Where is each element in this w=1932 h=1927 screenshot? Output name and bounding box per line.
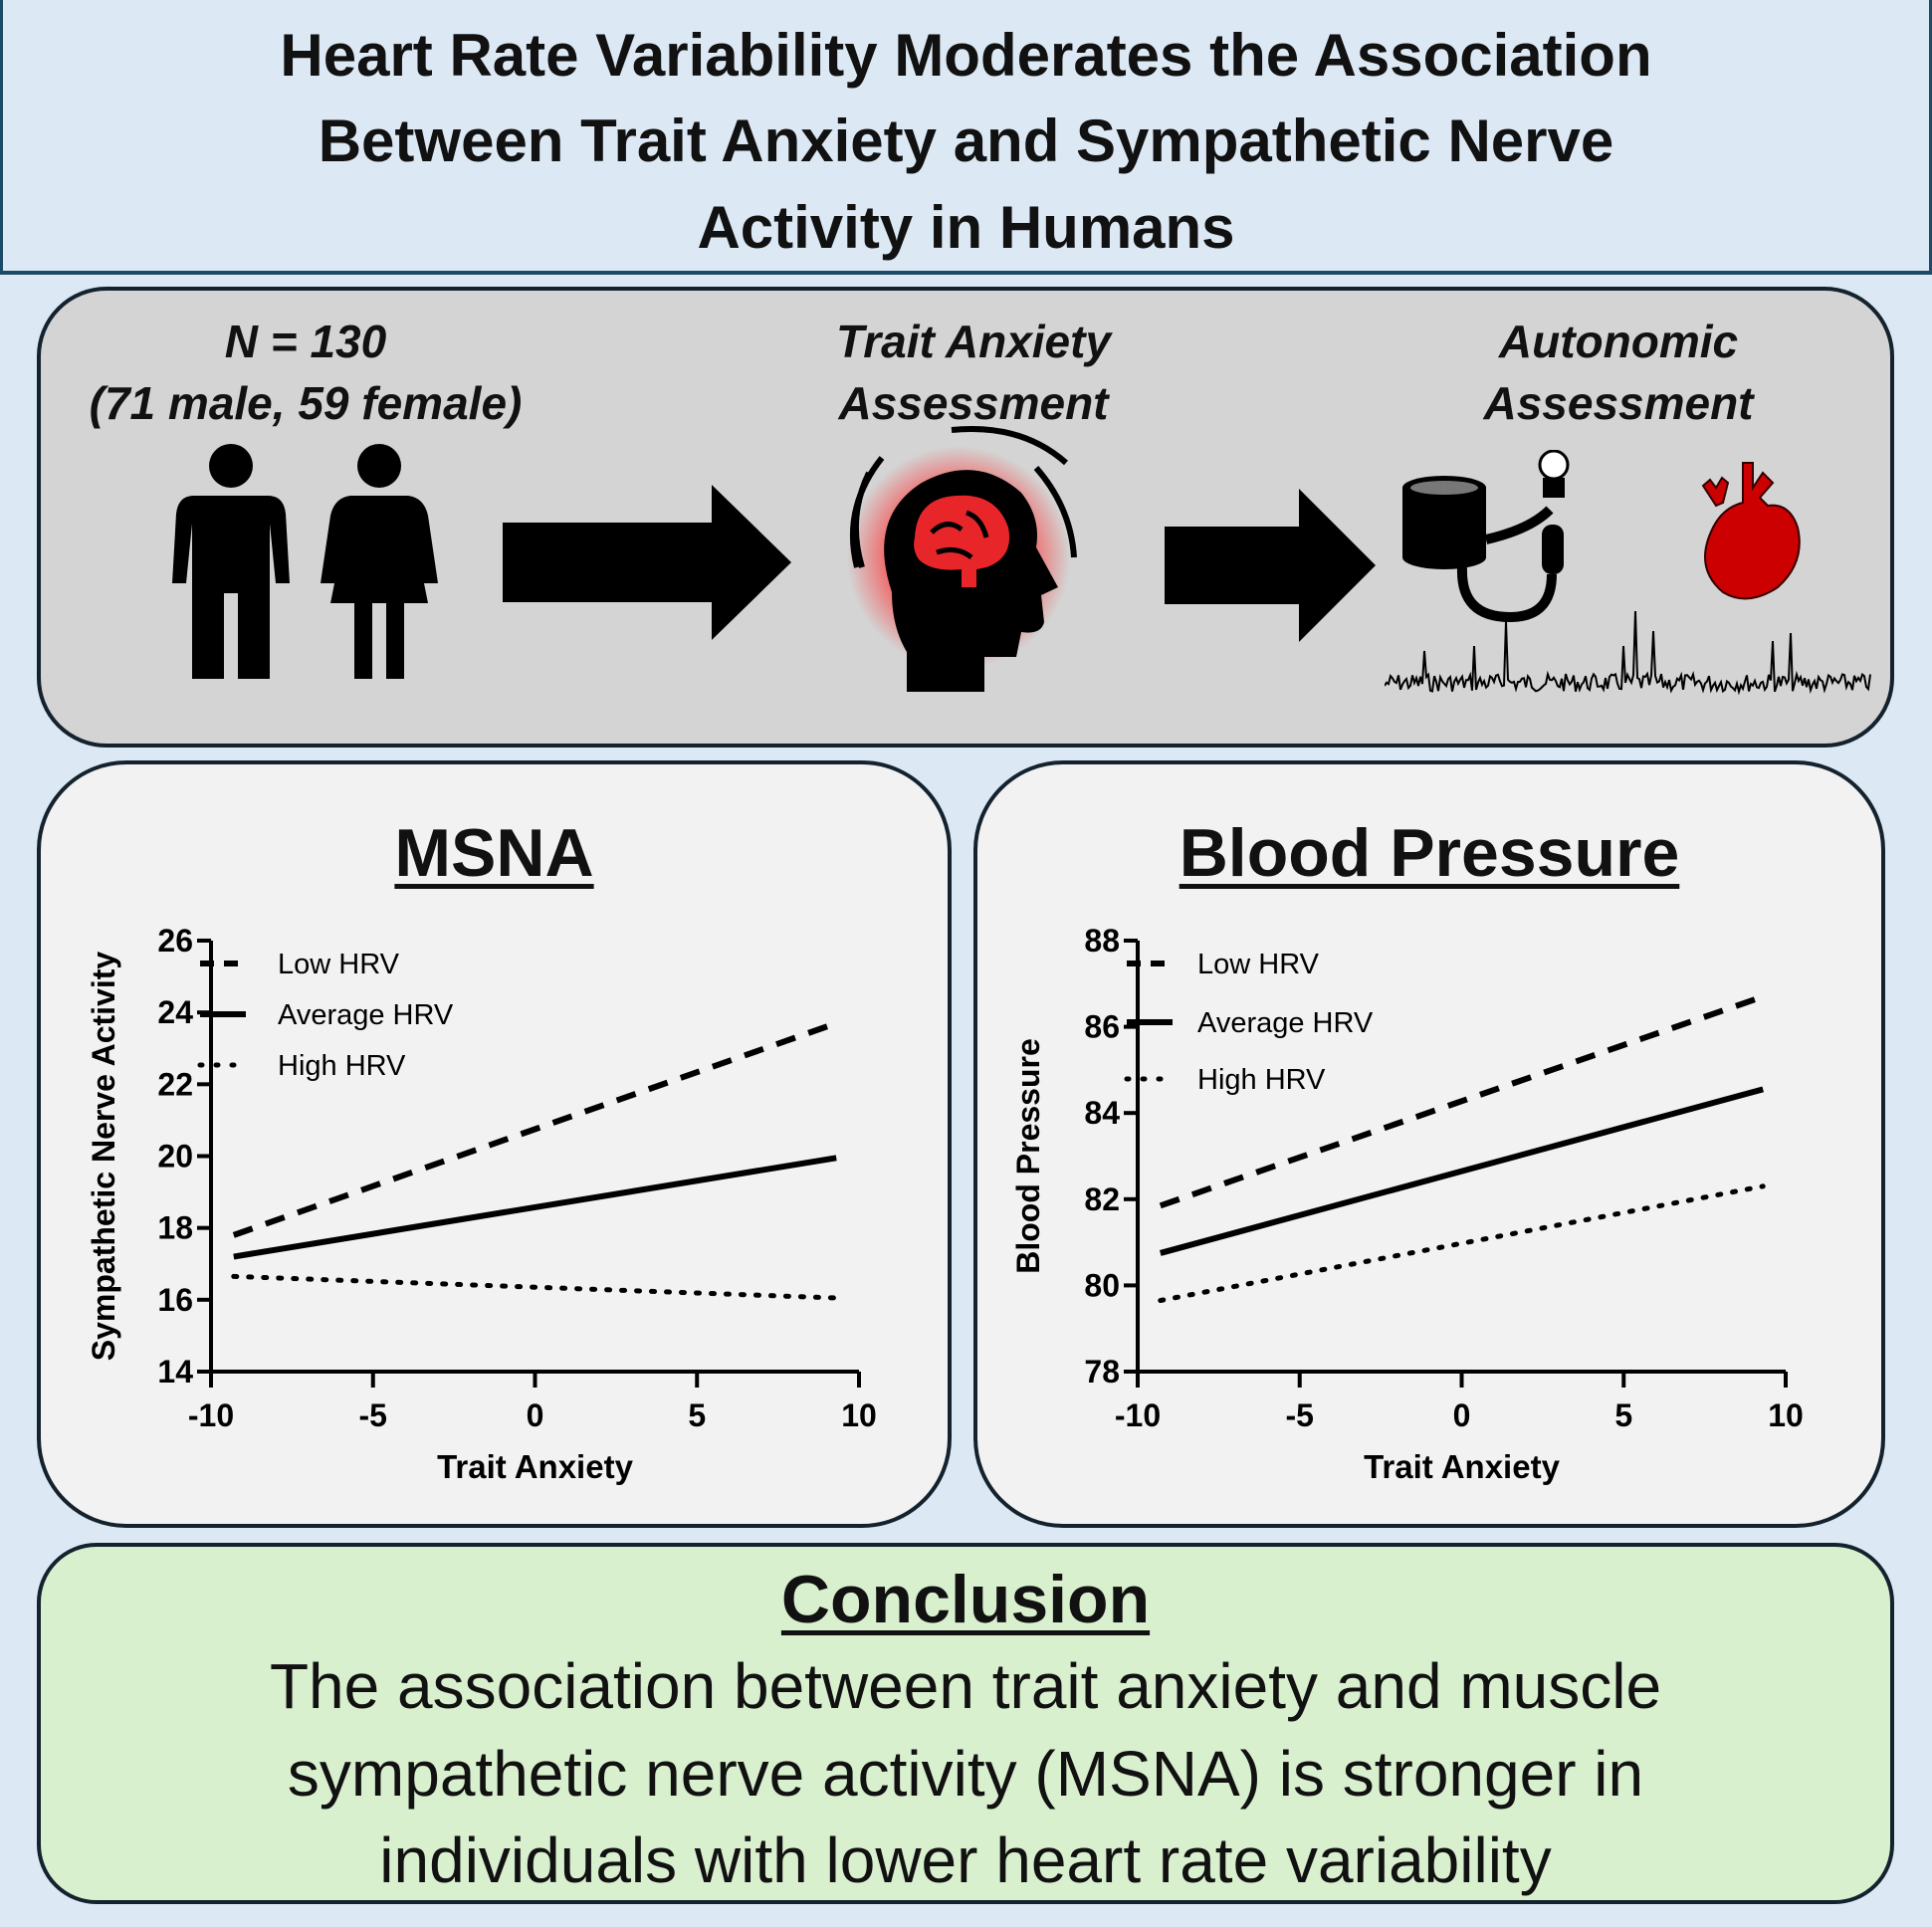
y-tick-label: 80 (1084, 1267, 1120, 1303)
y-tick-label: 24 (157, 994, 193, 1030)
title-line-2: Between Trait Anxiety and Sympathetic Ne… (318, 107, 1614, 174)
blood-pressure-chart: 78 80 82 84 86 88 -10 -5 0 5 10 Trait Anxiety Blood … (1010, 923, 1804, 1485)
y-axis-title: Blood Pressure (1010, 1038, 1046, 1274)
title-line-3: Activity in Humans (697, 194, 1235, 261)
brain-head-icon (847, 425, 1077, 692)
legend-label: High HRV (278, 1050, 406, 1082)
x-tick-label: 10 (841, 1397, 877, 1433)
series-line-average-hrv (233, 1155, 837, 1260)
autonomic-heading: Autonomic Assessment (1320, 311, 1917, 434)
y-tick-label: 22 (157, 1066, 193, 1102)
sample-heading: N = 130 (71 male, 59 female) (7, 311, 604, 434)
title-line-1: Heart Rate Variability Moderates the Ass… (280, 22, 1652, 89)
arrow-right-icon (1165, 489, 1376, 642)
msna-chart-panel: MSNA 14 16 18 20 22 24 26 -10 -5 0 5 10 Trait Anxiet… (37, 760, 952, 1528)
legend-label: Low HRV (278, 949, 400, 980)
y-tick-label: 14 (157, 1354, 193, 1390)
y-tick-label: 86 (1084, 1009, 1120, 1045)
title-band: Heart Rate Variability Moderates the Ass… (0, 0, 1932, 275)
y-tick-label: 18 (157, 1210, 193, 1246)
legend-label: High HRV (1197, 1064, 1326, 1096)
blood-pressure-cuff-icon (1402, 450, 1570, 623)
y-tick-label: 26 (157, 923, 193, 959)
autonomic-heading-line-2: Assessment (1483, 377, 1754, 429)
x-tick-label: 0 (527, 1397, 544, 1433)
sample-size: N = 130 (224, 316, 387, 367)
y-tick-label: 88 (1084, 923, 1120, 959)
chart-title: MSNA (394, 815, 594, 891)
series-line-high-hrv (231, 1273, 839, 1301)
x-tick-label: -5 (359, 1397, 387, 1433)
x-tick-label: 10 (1768, 1397, 1804, 1433)
y-tick-label: 82 (1084, 1181, 1120, 1217)
x-tick-label: -5 (1286, 1397, 1314, 1433)
conclusion-title: Conclusion (780, 1562, 1151, 1637)
methods-panel: N = 130 (71 male, 59 female) Trait Anxie… (37, 287, 1894, 748)
x-tick-label: 0 (1453, 1397, 1471, 1433)
x-tick-label: 5 (688, 1397, 706, 1433)
anxiety-heading-line-1: Trait Anxiety (835, 316, 1112, 367)
y-tick-label: 78 (1084, 1354, 1120, 1390)
x-tick-label: -10 (1115, 1397, 1161, 1433)
anxiety-heading-line-2: Assessment (838, 377, 1109, 429)
conclusion-line-1: The association between trait anxiety an… (269, 1650, 1662, 1722)
y-axis-title: Sympathetic Nerve Activity (86, 952, 121, 1362)
anxiety-heading: Trait Anxiety Assessment (675, 311, 1272, 434)
y-tick-label: 20 (157, 1139, 193, 1175)
legend-label: Low HRV (1197, 949, 1320, 980)
conclusion-panel: Conclusion The association between trait… (37, 1543, 1894, 1904)
x-tick-label: 5 (1614, 1397, 1632, 1433)
x-axis-title: Trait Anxiety (1364, 1448, 1560, 1485)
series-line-low-hrv (1159, 993, 1765, 1209)
msna-chart: 14 16 18 20 22 24 26 -10 -5 0 5 10 Trait Anxiety Symp… (86, 923, 877, 1485)
arrow-right-icon (503, 485, 791, 640)
series-line-high-hrv (1158, 1183, 1766, 1304)
male-person-icon (172, 444, 290, 679)
female-person-icon (321, 444, 438, 679)
legend-label: Average HRV (1197, 1007, 1374, 1039)
x-tick-label: -10 (188, 1397, 234, 1433)
y-tick-label: 16 (157, 1282, 193, 1318)
heart-icon (1701, 462, 1801, 600)
conclusion-line-2: sympathetic nerve activity (MSNA) is str… (287, 1738, 1644, 1810)
legend-label: Average HRV (278, 999, 454, 1031)
chart-title: Blood Pressure (1179, 815, 1680, 891)
nerve-signal-trace-icon (1385, 611, 1871, 696)
conclusion-line-3: individuals with lower heart rate variab… (379, 1824, 1552, 1896)
blood-pressure-chart-panel: Blood Pressure 78 80 82 84 86 88 -10 -5 0 5 10 Trai… (973, 760, 1885, 1528)
series-line-low-hrv (232, 1020, 838, 1238)
x-axis-title: Trait Anxiety (437, 1448, 633, 1485)
sample-breakdown: (71 male, 59 female) (89, 377, 523, 429)
y-tick-label: 84 (1084, 1095, 1120, 1131)
series-line-average-hrv (1159, 1086, 1765, 1256)
autonomic-heading-line-1: Autonomic (1498, 316, 1739, 367)
